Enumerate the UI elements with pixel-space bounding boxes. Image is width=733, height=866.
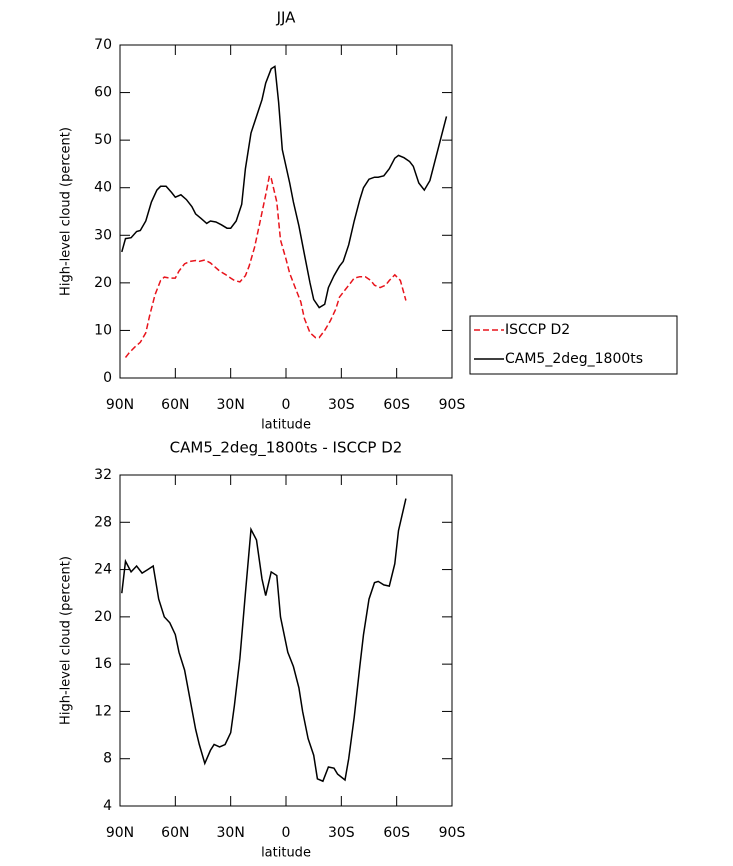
x-tick-label: 90N [106,397,134,413]
chart-title: JJA [276,9,297,27]
y-tick-label: 70 [94,37,112,53]
chart-title: CAM5_2deg_1800ts - ISCCP D2 [170,439,403,458]
data-line [121,498,407,783]
x-tick-label: 0 [282,397,291,413]
y-tick-label: 20 [94,609,112,625]
x-tick-label: 90N [106,825,134,841]
x-tick-label: 30N [217,825,245,841]
x-tick-label: 60N [161,825,189,841]
x-tick-label: 0 [282,825,291,841]
y-tick-label: 0 [103,370,112,386]
y-tick-label: 16 [94,656,112,672]
x-tick-label: 30N [217,397,245,413]
y-axis-label: High-level cloud (percent) [59,127,74,296]
x-tick-label: 60S [383,397,410,413]
legend-label: ISCCP D2 [505,322,570,338]
y-tick-label: 40 [94,180,112,196]
plot-frame [119,44,453,379]
y-tick-label: 50 [94,132,112,148]
y-tick-label: 24 [94,562,112,578]
y-tick-label: 12 [94,703,112,719]
y-tick-label: 8 [103,751,112,767]
y-tick-label: 20 [94,275,112,291]
y-tick-label: 32 [94,467,112,483]
x-tick-label: 30S [328,825,355,841]
x-tick-label: 90S [439,397,466,413]
y-tick-label: 60 [94,85,112,101]
y-tick-label: 28 [94,514,112,530]
y-tick-label: 10 [94,322,112,338]
y-tick-label: 30 [94,227,112,243]
x-tick-label: 30S [328,397,355,413]
legend-box [469,315,678,375]
data-line [121,65,448,309]
x-axis-label: latitude [261,418,311,433]
x-tick-label: 90S [439,825,466,841]
x-axis-label: latitude [261,846,311,861]
y-axis-label: High-level cloud (percent) [59,556,74,725]
x-tick-label: 60S [383,825,410,841]
data-line [124,173,407,358]
legend-label: CAM5_2deg_1800ts [505,351,643,367]
x-tick-label: 60N [161,397,189,413]
y-tick-label: 4 [103,798,112,814]
